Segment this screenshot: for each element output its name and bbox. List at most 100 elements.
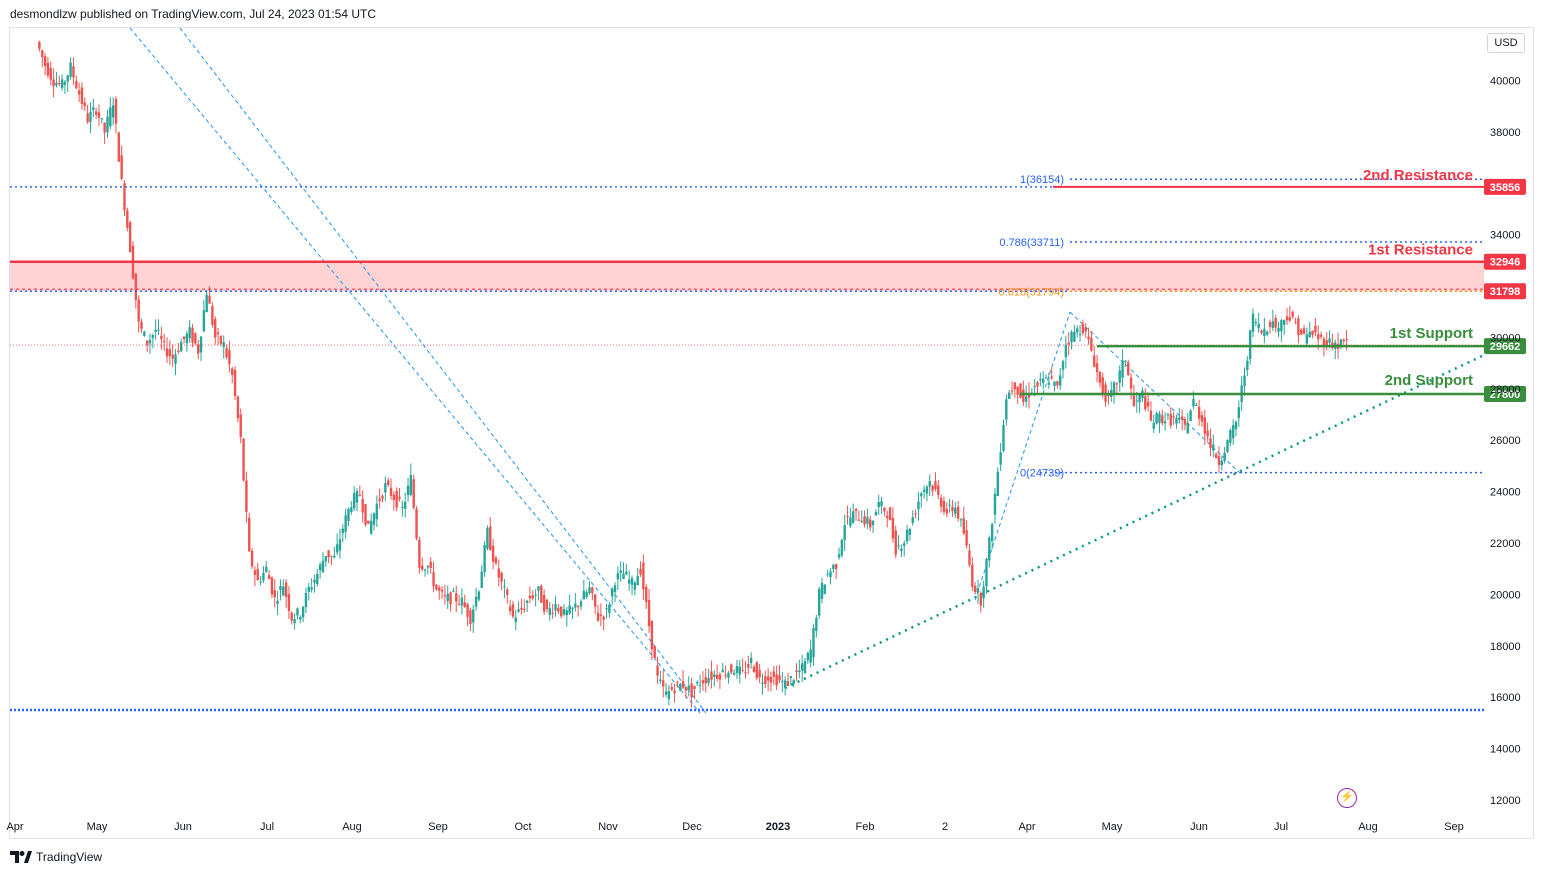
candle-body bbox=[732, 672, 736, 675]
candle-body bbox=[1322, 338, 1326, 348]
candle-body bbox=[1152, 422, 1155, 429]
candle-body bbox=[1300, 329, 1303, 335]
candle-body bbox=[1058, 375, 1062, 386]
candle-body bbox=[367, 520, 370, 524]
candle-body bbox=[330, 555, 333, 557]
candle-body bbox=[55, 82, 58, 86]
candle-body bbox=[1073, 331, 1076, 342]
candle-body bbox=[1203, 417, 1207, 434]
candle-body bbox=[208, 295, 211, 304]
candle-body bbox=[211, 306, 214, 325]
candle-body bbox=[582, 590, 586, 600]
downtrend-line-1[interactable] bbox=[129, 28, 701, 714]
candle-body bbox=[656, 665, 659, 676]
candle-body bbox=[171, 354, 174, 359]
candle-body bbox=[622, 573, 625, 580]
candle-body bbox=[1070, 331, 1073, 343]
currency-button[interactable]: USD bbox=[1487, 33, 1525, 53]
candle-body bbox=[1158, 413, 1161, 423]
candle-body bbox=[72, 66, 75, 78]
candle-body bbox=[1016, 386, 1019, 395]
candle-body bbox=[77, 90, 81, 95]
candle-body bbox=[151, 334, 155, 338]
candle-body bbox=[287, 594, 291, 611]
x-tick-label: Jul bbox=[260, 821, 274, 833]
candle-body bbox=[866, 516, 869, 524]
candle-body bbox=[945, 509, 948, 514]
lightning-icon[interactable]: ⚡ bbox=[1337, 788, 1357, 808]
candle-body bbox=[1039, 378, 1042, 381]
candle-body bbox=[270, 577, 274, 595]
candle-body bbox=[148, 339, 152, 344]
candle-body bbox=[988, 537, 991, 561]
candle-body bbox=[1237, 407, 1241, 419]
footer-brand: TradingView bbox=[36, 850, 103, 864]
candle-body bbox=[647, 600, 651, 627]
candle-body bbox=[843, 525, 846, 541]
candle-body bbox=[1325, 340, 1328, 347]
candle-body bbox=[588, 587, 591, 593]
candle-body bbox=[903, 543, 906, 547]
x-tick-label: Aug bbox=[1358, 821, 1378, 833]
candle-body bbox=[1180, 416, 1184, 420]
candle-body bbox=[619, 570, 622, 573]
support-1-label: 1st Support bbox=[1390, 325, 1473, 342]
candle-body bbox=[449, 592, 452, 605]
candle-body bbox=[747, 664, 750, 668]
candle-body bbox=[1192, 398, 1195, 407]
price-tag-35856-text: 35856 bbox=[1490, 182, 1521, 194]
candle-body bbox=[548, 608, 552, 616]
candle-body bbox=[369, 520, 373, 534]
candle-body bbox=[1007, 392, 1011, 399]
candle-body bbox=[335, 544, 339, 553]
candle-body bbox=[939, 497, 943, 507]
candle-body bbox=[1274, 317, 1277, 328]
candle-body bbox=[1098, 371, 1102, 383]
candle-body bbox=[324, 556, 328, 562]
x-tick-label: May bbox=[87, 821, 108, 833]
candle-body bbox=[704, 677, 707, 684]
candle-body bbox=[616, 573, 620, 580]
candle-body bbox=[681, 681, 685, 688]
candle-body bbox=[585, 592, 588, 598]
fib-trend-line[interactable] bbox=[974, 311, 1071, 601]
candle-body bbox=[1064, 344, 1068, 358]
candle-body bbox=[823, 584, 827, 594]
candle-body bbox=[948, 504, 951, 506]
candle-body bbox=[528, 595, 532, 599]
fib-level-label: 0.618(31794) bbox=[999, 286, 1064, 298]
candle-body bbox=[815, 617, 818, 631]
candle-body bbox=[185, 333, 189, 344]
candle-body bbox=[625, 571, 628, 575]
candle-body bbox=[1050, 376, 1053, 379]
x-tick-label: Dec bbox=[682, 821, 702, 833]
x-tick-label: 2 bbox=[942, 821, 948, 833]
candle-body bbox=[446, 593, 449, 601]
downtrend-line-2[interactable] bbox=[179, 28, 707, 714]
candle-body bbox=[1163, 421, 1167, 424]
candle-body bbox=[321, 560, 325, 573]
candle-body bbox=[1178, 417, 1181, 420]
candle-body bbox=[347, 508, 350, 522]
candle-body bbox=[1285, 316, 1289, 321]
candle-body bbox=[435, 584, 438, 590]
candle-body bbox=[140, 321, 143, 329]
candle-body bbox=[86, 113, 89, 123]
candle-body bbox=[1087, 336, 1090, 340]
support-trend-line[interactable] bbox=[784, 353, 1484, 690]
candle-body bbox=[874, 512, 878, 516]
candle-body bbox=[191, 328, 194, 343]
candle-body bbox=[63, 81, 67, 85]
candle-body bbox=[1297, 318, 1300, 336]
candle-body bbox=[764, 676, 767, 684]
candle-body bbox=[676, 681, 679, 683]
candle-body bbox=[1175, 417, 1178, 424]
candle-body bbox=[1317, 334, 1320, 340]
candle-body bbox=[455, 593, 458, 602]
candle-body bbox=[1146, 401, 1150, 407]
candle-body bbox=[301, 606, 305, 618]
candle-body bbox=[653, 646, 656, 658]
candle-body bbox=[863, 516, 866, 525]
tradingview-logo[interactable]: TradingView bbox=[10, 848, 102, 866]
